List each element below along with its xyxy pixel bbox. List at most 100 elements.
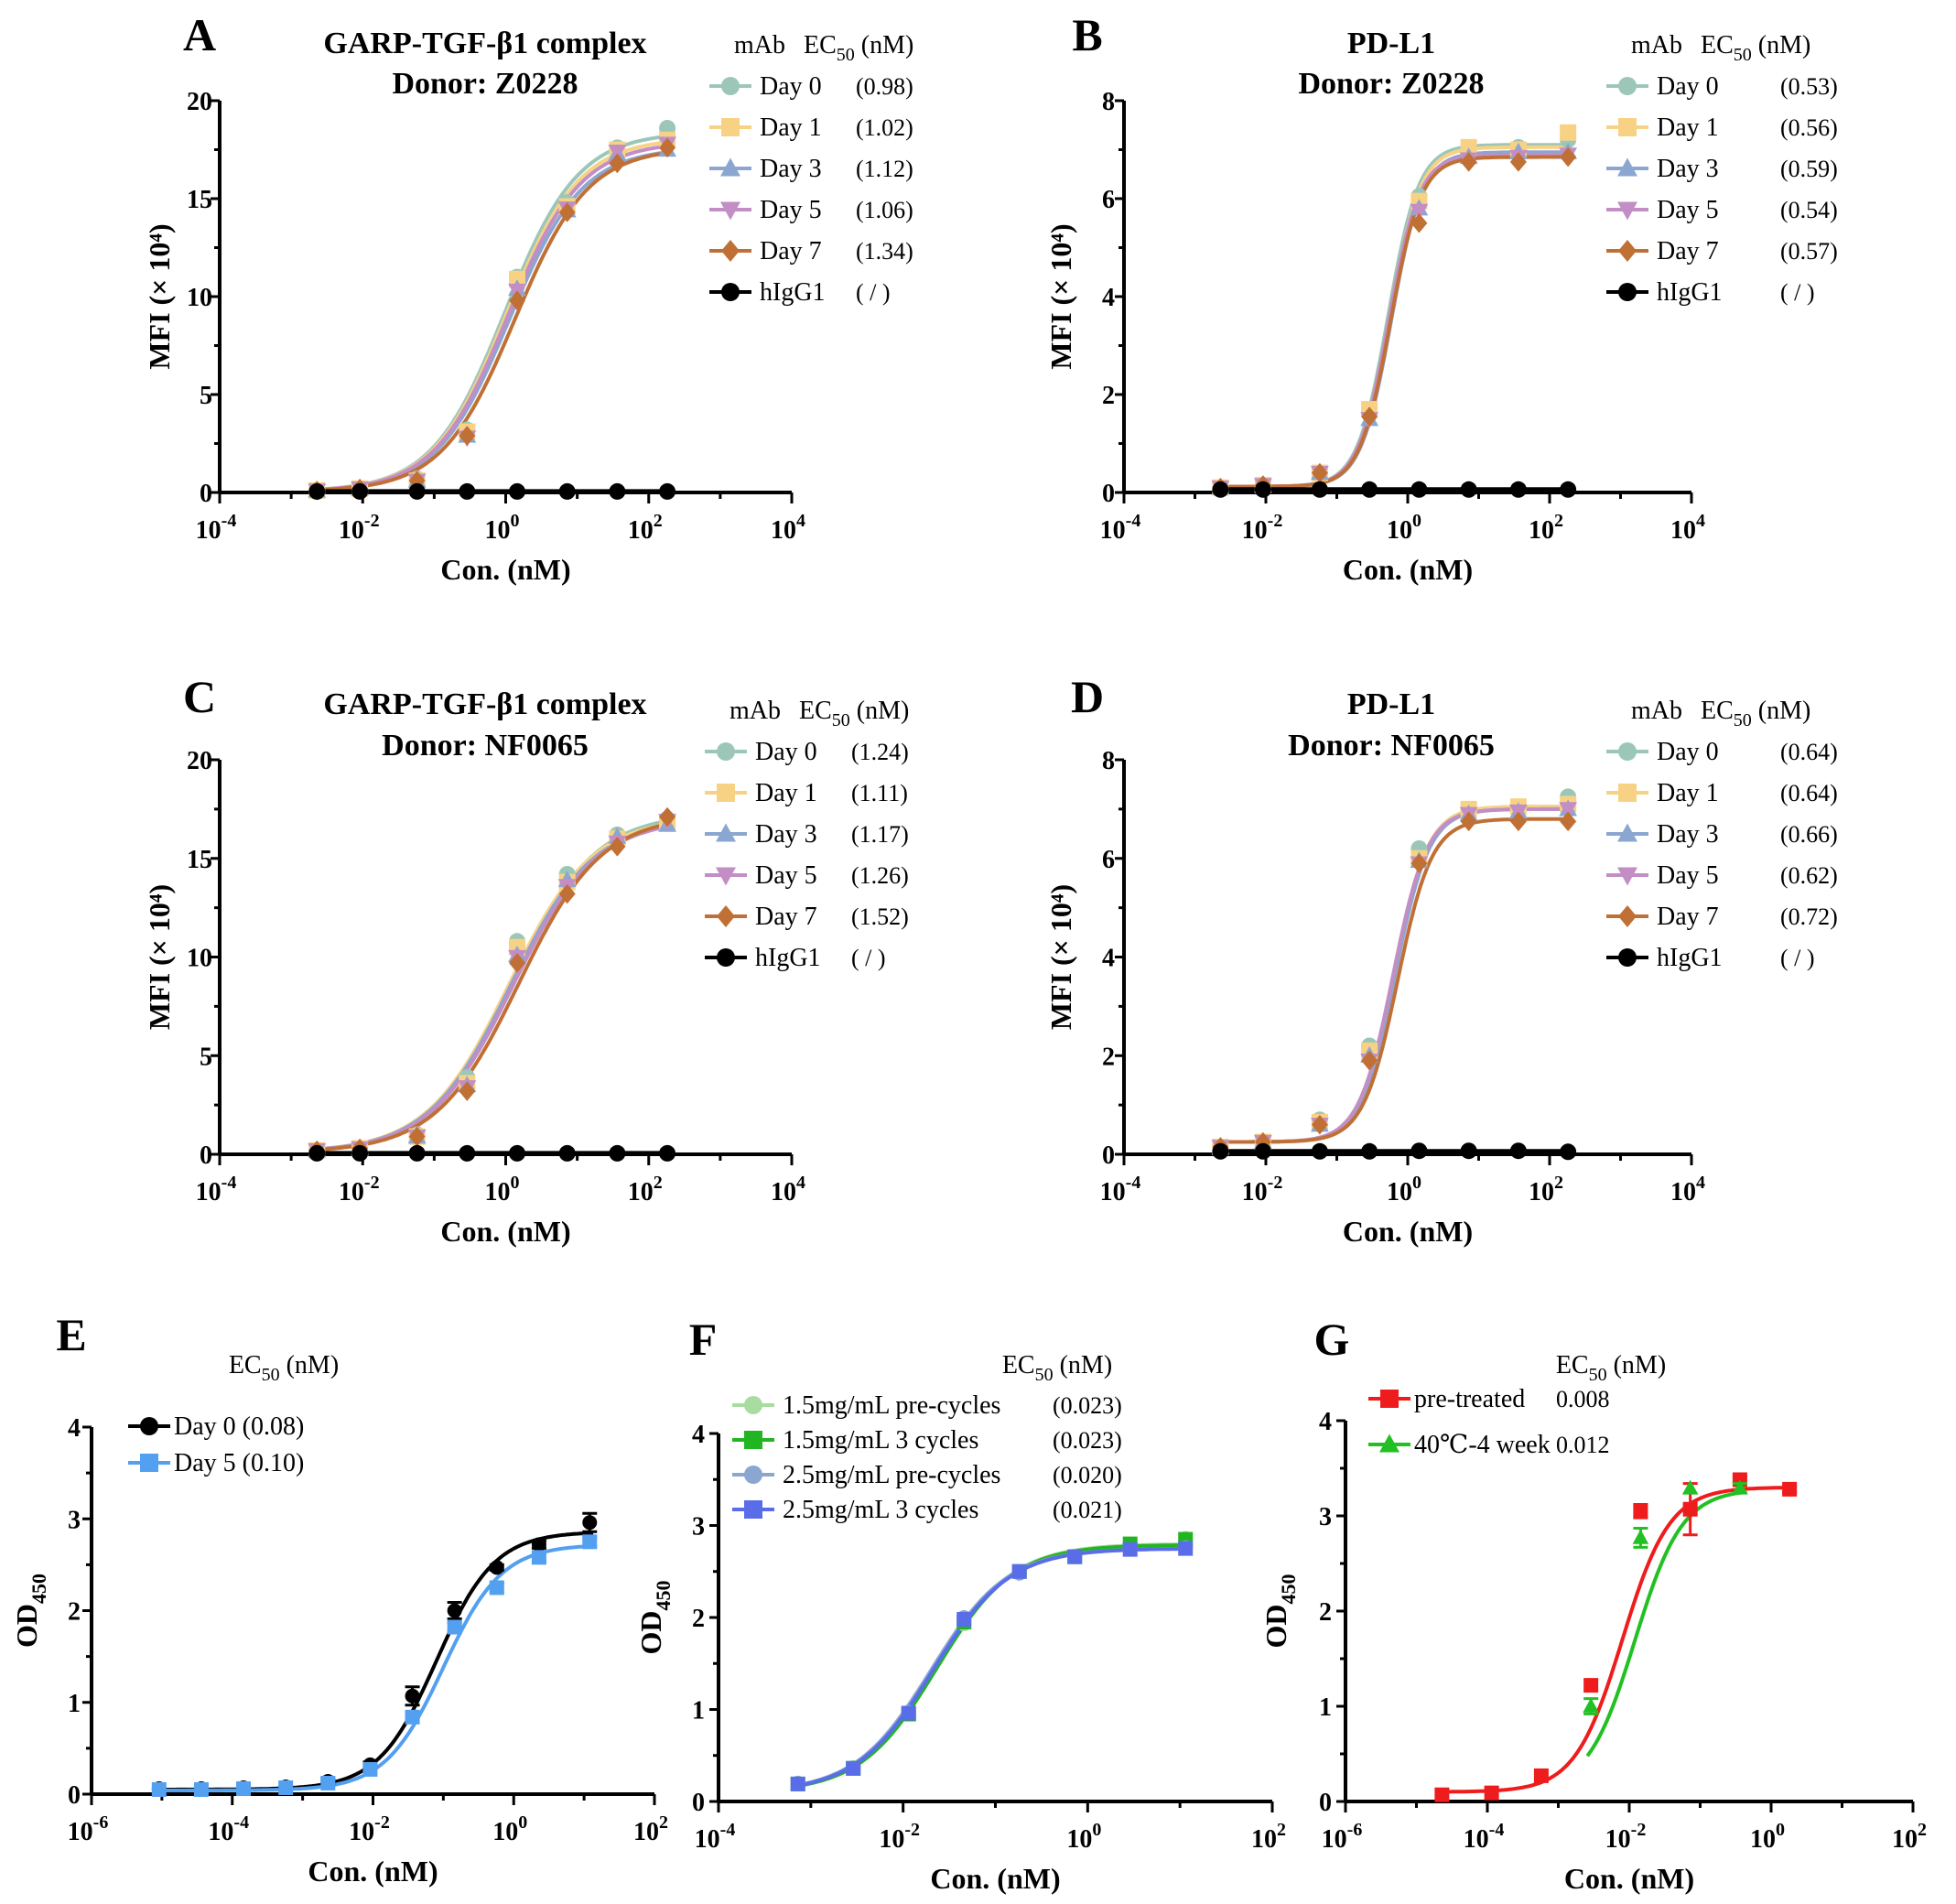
data-point xyxy=(1681,1479,1699,1495)
data-point xyxy=(1361,406,1378,427)
data-point xyxy=(1782,1481,1798,1497)
data-point xyxy=(509,482,525,500)
data-point xyxy=(1460,481,1477,498)
series-fit-line xyxy=(1216,145,1572,489)
y-tick-label: 20 xyxy=(187,747,212,775)
data-point xyxy=(236,1780,252,1796)
chart-subtitle: Donor: NF0065 xyxy=(382,729,589,763)
data-point xyxy=(408,1126,426,1147)
data-point xyxy=(1361,1142,1378,1160)
series-fit-line xyxy=(313,139,672,492)
legend-header-mab: mAb xyxy=(1631,31,1682,60)
data-point xyxy=(1633,1503,1648,1519)
legend-marker xyxy=(721,118,740,136)
y-tick-label: 2 xyxy=(1102,1043,1115,1071)
data-point xyxy=(509,290,525,311)
x-tick-label: 100 xyxy=(1387,1173,1421,1206)
legend-label: 1.5mg/mL 3 cycles xyxy=(783,1426,978,1455)
legend-marker xyxy=(716,867,736,886)
y-tick-label: 15 xyxy=(187,846,212,874)
x-tick-label: 10-4 xyxy=(196,511,237,545)
data-point xyxy=(1509,152,1527,172)
legend-ec50-value: (0.53) xyxy=(1780,73,1838,100)
legend-header-ec50: EC50 (nM) xyxy=(1701,31,1810,65)
data-point xyxy=(1067,1549,1083,1564)
legend-ec50-value: (1.52) xyxy=(851,903,909,930)
data-point xyxy=(509,1144,525,1162)
legend-label: Day 7 xyxy=(1657,237,1719,265)
data-point xyxy=(531,1550,546,1565)
chart-title: PD-L1 xyxy=(1347,27,1435,60)
y-tick-label: 2 xyxy=(1319,1598,1332,1627)
legend-marker xyxy=(140,1417,158,1435)
legend-label: hIgG1 xyxy=(755,944,821,972)
legend-label: Day 1 xyxy=(1657,779,1719,807)
legend-marker xyxy=(1617,157,1637,177)
data-point xyxy=(582,1515,598,1531)
legend-label: Day 0 xyxy=(1657,72,1719,101)
data-point xyxy=(408,1144,426,1162)
data-point xyxy=(278,1780,294,1795)
data-point xyxy=(509,953,525,973)
data-point xyxy=(1311,462,1328,483)
legend-ec50-value: (0.66) xyxy=(1780,821,1838,848)
panel-letter: F xyxy=(689,1314,718,1365)
data-point xyxy=(790,1776,805,1791)
y-tick-label: 20 xyxy=(187,88,212,116)
x-tick-label: 102 xyxy=(633,1812,668,1846)
legend-ec50-value: (1.34) xyxy=(856,238,913,265)
legend-label: 1.5mg/mL pre-cycles xyxy=(783,1391,1000,1420)
data-point xyxy=(1122,1542,1138,1557)
panel-letter: A xyxy=(183,9,216,60)
y-axis-label: OD450 xyxy=(10,1574,50,1648)
data-point xyxy=(1682,1501,1698,1517)
legend-ec50-value: (1.12) xyxy=(856,156,913,182)
data-point xyxy=(1460,138,1477,156)
series-fit-line xyxy=(313,824,672,1152)
legend-ec50-value: ( / ) xyxy=(1780,279,1815,306)
x-axis-label: Con. (nM) xyxy=(1343,1215,1473,1248)
y-tick-label: 4 xyxy=(68,1414,81,1443)
legend-ec50-value: (1.24) xyxy=(851,739,909,765)
data-point xyxy=(1560,146,1577,168)
legend-ec50-value: (0.57) xyxy=(1780,238,1838,265)
y-axis-label: OD450 xyxy=(634,1581,675,1655)
y-tick-label: 2 xyxy=(692,1605,705,1633)
data-point xyxy=(1410,203,1429,221)
legend-label: Day 5 xyxy=(1657,861,1719,890)
y-tick-label: 2 xyxy=(68,1598,81,1627)
chart-panel-a: A GARP-TGF-β1 complex Donor: Z0228 0 5 10 15 20… xyxy=(143,9,913,586)
chart-subtitle: Donor: Z0228 xyxy=(392,67,578,101)
legend-ec50-value: (0.021) xyxy=(1053,1497,1122,1523)
legend-label: Day 1 xyxy=(1657,114,1719,142)
y-tick-label: 3 xyxy=(68,1506,81,1534)
series-fit-line xyxy=(1216,143,1572,489)
y-tick-label: 6 xyxy=(1102,186,1115,214)
x-axis-label: Con. (nM) xyxy=(308,1855,438,1888)
x-tick-label: 102 xyxy=(1529,1173,1563,1206)
x-axis-label: Con. (nM) xyxy=(930,1862,1060,1895)
data-point xyxy=(582,1534,598,1550)
legend-marker xyxy=(1617,823,1637,842)
y-tick-label: 2 xyxy=(1102,382,1115,410)
data-point xyxy=(1460,1142,1477,1160)
y-tick-label: 15 xyxy=(187,186,212,214)
y-tick-label: 0 xyxy=(692,1789,705,1817)
legend-ec50-value: 0.012 xyxy=(1556,1432,1610,1458)
series-fit-line xyxy=(313,149,672,492)
y-tick-label: 10 xyxy=(187,284,212,312)
series-fit-line xyxy=(313,821,672,1152)
chart-panel-b: B PD-L1 Donor: Z0228 0 2 4 6 8 10-4 10-2 100 102 104… xyxy=(1044,9,1838,586)
x-tick-label: 100 xyxy=(1387,511,1421,545)
data-point xyxy=(1361,1050,1378,1071)
legend-label: Day 5 xyxy=(1657,196,1719,224)
y-tick-label: 0 xyxy=(1319,1789,1332,1817)
y-tick-label: 3 xyxy=(1319,1503,1332,1531)
legend-marker xyxy=(1618,77,1637,95)
x-tick-label: 100 xyxy=(485,511,520,545)
legend-ec50-value: (0.56) xyxy=(1780,114,1838,141)
legend-ec50-value: (0.64) xyxy=(1780,739,1838,765)
legend-ec50-value: (0.72) xyxy=(1780,903,1838,930)
data-point xyxy=(351,1144,369,1162)
